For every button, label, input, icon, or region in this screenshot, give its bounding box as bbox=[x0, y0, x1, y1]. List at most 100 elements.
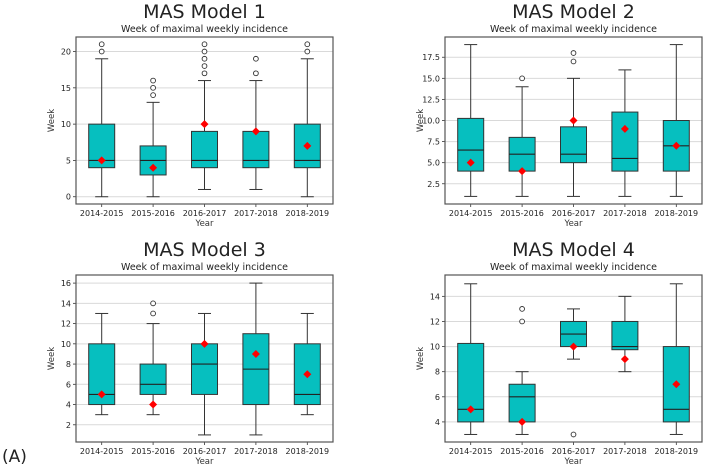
y-tick-label: 7.5 bbox=[427, 138, 440, 147]
box-2018-2019 bbox=[293, 312, 321, 416]
outlier-point bbox=[98, 48, 105, 55]
chart-title: MAS Model 3 bbox=[143, 239, 266, 261]
mean-marker bbox=[303, 370, 312, 379]
mean-marker bbox=[672, 380, 681, 389]
box-2018-2019 bbox=[293, 41, 321, 198]
y-tick-label: 12 bbox=[430, 317, 440, 326]
mean-marker bbox=[303, 141, 312, 150]
box-2017-2018 bbox=[242, 55, 270, 190]
x-tick-label: 2018-2019 bbox=[654, 447, 698, 456]
outlier-point bbox=[519, 306, 525, 312]
y-tick-label: 6 bbox=[66, 380, 71, 389]
mean-marker bbox=[569, 116, 578, 125]
outlier-point bbox=[304, 48, 311, 55]
x-tick-label: 2015-2016 bbox=[131, 447, 175, 456]
outlier-point bbox=[304, 41, 311, 48]
box-iqr bbox=[139, 363, 167, 395]
x-axis-label: Year bbox=[195, 457, 215, 466]
box-iqr bbox=[611, 320, 639, 351]
x-tick-label: 2017-2018 bbox=[603, 209, 647, 218]
y-tick-label: 12.5 bbox=[422, 95, 440, 104]
axes-frame bbox=[75, 274, 334, 443]
x-tick-label: 2016-2017 bbox=[183, 209, 227, 218]
x-tick-label: 2018-2019 bbox=[654, 209, 698, 218]
chart-title: MAS Model 2 bbox=[512, 1, 635, 23]
mean-marker bbox=[97, 156, 106, 165]
box-iqr bbox=[191, 343, 218, 395]
mean-marker bbox=[620, 124, 629, 133]
outlier-point bbox=[253, 70, 259, 77]
chart-title: MAS Model 1 bbox=[143, 1, 266, 23]
outlier-point bbox=[201, 70, 208, 77]
x-tick-label: 2016-2017 bbox=[552, 209, 596, 218]
box-iqr bbox=[560, 126, 587, 164]
y-tick-label: 15 bbox=[61, 84, 71, 93]
box-2015-2016 bbox=[508, 75, 536, 197]
x-tick-label: 2015-2016 bbox=[500, 447, 544, 456]
y-tick-label: 2 bbox=[66, 421, 71, 430]
box-2017-2018 bbox=[242, 282, 270, 436]
outlier-point bbox=[570, 431, 577, 438]
box-2014-2015 bbox=[457, 283, 485, 435]
y-tick-label: 0 bbox=[66, 193, 71, 202]
y-tick-label: 17.5 bbox=[422, 53, 440, 62]
x-tick-label: 2014-2015 bbox=[449, 447, 493, 456]
outlier-point bbox=[570, 58, 577, 65]
mean-marker bbox=[200, 339, 209, 348]
y-tick-label: 5.0 bbox=[427, 159, 440, 168]
box-iqr bbox=[611, 111, 639, 172]
outlier-point bbox=[519, 75, 525, 82]
box-2016-2017 bbox=[191, 41, 218, 190]
y-tick-label: 10.0 bbox=[422, 117, 440, 126]
outlier-point bbox=[201, 48, 208, 55]
outlier-point bbox=[150, 92, 156, 98]
y-tick-label: 16 bbox=[61, 279, 71, 288]
box-2014-2015 bbox=[88, 41, 116, 198]
box-2015-2016 bbox=[139, 77, 167, 198]
outlier-point bbox=[150, 300, 156, 307]
mean-marker bbox=[149, 163, 158, 172]
y-tick-label: 10 bbox=[61, 340, 71, 349]
mean-marker bbox=[97, 390, 106, 399]
outlier-point bbox=[201, 41, 208, 48]
y-tick-label: 4 bbox=[435, 418, 440, 427]
box-2015-2016 bbox=[139, 300, 167, 416]
box-iqr bbox=[508, 383, 536, 423]
box-2016-2017 bbox=[191, 312, 218, 436]
box-2017-2018 bbox=[611, 69, 639, 197]
y-axis-label: Week bbox=[416, 347, 426, 370]
chart-subtitle: Week of maximal weekly incidence bbox=[490, 24, 657, 35]
chart-subtitle: Week of maximal weekly incidence bbox=[121, 262, 288, 273]
box-2016-2017 bbox=[560, 308, 587, 438]
axes-frame bbox=[75, 36, 334, 205]
x-tick-label: 2017-2018 bbox=[234, 209, 278, 218]
x-tick-label: 2014-2015 bbox=[449, 209, 493, 218]
chart-title: MAS Model 4 bbox=[512, 239, 635, 261]
chart-subtitle: Week of maximal weekly incidence bbox=[490, 262, 657, 273]
y-tick-label: 8 bbox=[66, 360, 71, 369]
y-tick-label: 15.0 bbox=[422, 74, 440, 83]
mean-marker bbox=[149, 400, 158, 409]
x-tick-label: 2018-2019 bbox=[285, 209, 329, 218]
box-iqr bbox=[242, 130, 270, 169]
y-tick-label: 14 bbox=[61, 299, 71, 308]
x-tick-label: 2017-2018 bbox=[234, 447, 278, 456]
outlier-point bbox=[570, 50, 577, 56]
y-tick-label: 5 bbox=[66, 156, 71, 165]
chart-subtitle: Week of maximal weekly incidence bbox=[121, 24, 288, 35]
x-tick-label: 2014-2015 bbox=[80, 209, 124, 218]
box-2016-2017 bbox=[560, 50, 587, 197]
outlier-point bbox=[253, 55, 259, 62]
outlier-point bbox=[150, 84, 156, 91]
outlier-point bbox=[150, 77, 156, 84]
box-iqr bbox=[191, 130, 218, 169]
box-2018-2019 bbox=[662, 283, 690, 435]
x-tick-label: 2014-2015 bbox=[80, 447, 124, 456]
mean-marker bbox=[466, 158, 475, 167]
y-axis-label: Week bbox=[47, 109, 57, 132]
box-2018-2019 bbox=[662, 44, 690, 197]
mean-marker bbox=[620, 355, 629, 364]
mean-marker bbox=[200, 120, 209, 129]
